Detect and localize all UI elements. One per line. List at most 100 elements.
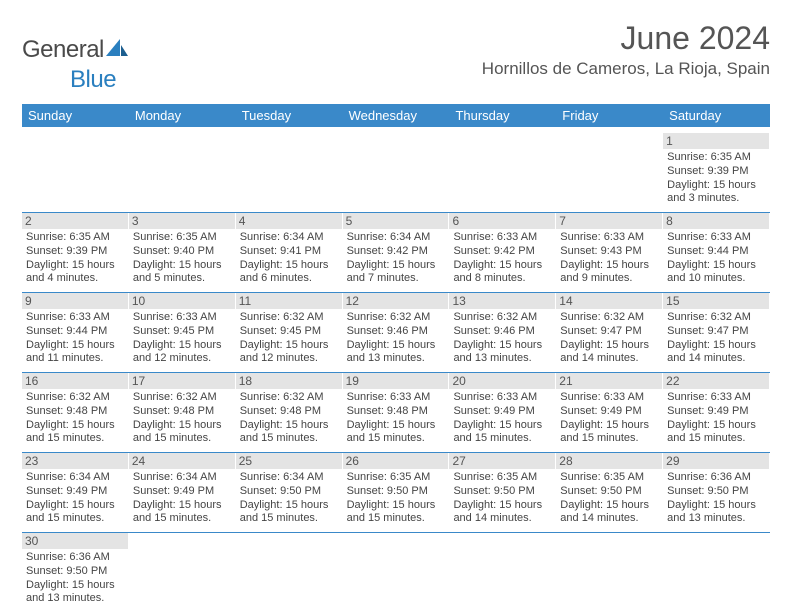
calendar-day: 20Sunrise: 6:33 AMSunset: 9:49 PMDayligh… (449, 373, 556, 452)
calendar-empty (129, 533, 236, 612)
day-details: Sunrise: 6:32 AMSunset: 9:48 PMDaylight:… (133, 391, 231, 446)
calendar-day: 21 Sunrise: 6:33 AMSunset: 9:49 PMDayligh… (556, 373, 663, 452)
day-number: 5 (343, 213, 449, 229)
title-block: June 2024 Hornillos de Cameros, La Rioja… (482, 20, 770, 79)
day-details: Sunrise: 6:33 AMSunset: 9:49 PMDaylight:… (560, 391, 658, 446)
day-number: 12 (343, 293, 449, 309)
day-details: Sunrise: 6:33 AMSunset: 9:49 PMDaylight:… (667, 391, 765, 446)
weekday-header: SundayMondayTuesdayWednesdayThursdayFrid… (22, 104, 770, 127)
calendar-empty (663, 533, 770, 612)
day-details: Sunrise: 6:33 AMSunset: 9:45 PMDaylight:… (133, 311, 231, 366)
day-details: Sunrise: 6:35 AMSunset: 9:39 PMDaylight:… (26, 231, 124, 286)
day-details: Sunrise: 6:32 AMSunset: 9:46 PMDaylight:… (453, 311, 551, 366)
day-details: Sunrise: 6:32 AMSunset: 9:48 PMDaylight:… (26, 391, 124, 446)
day-details: Sunrise: 6:32 AMSunset: 9:45 PMDaylight:… (240, 311, 338, 366)
calendar-day: 25 Sunrise: 6:34 AMSunset: 9:50 PMDayligh… (236, 453, 343, 532)
calendar-day: 2 Sunrise: 6:35 AMSunset: 9:39 PMDaylight… (22, 213, 129, 292)
calendar-day: 23Sunrise: 6:34 AMSunset: 9:49 PMDayligh… (22, 453, 129, 532)
weekday-label: Wednesday (343, 104, 450, 127)
day-details: Sunrise: 6:35 AMSunset: 9:50 PMDaylight:… (347, 471, 445, 526)
day-details: Sunrise: 6:32 AMSunset: 9:48 PMDaylight:… (240, 391, 338, 446)
day-number: 14 (556, 293, 662, 309)
calendar-day: 9 Sunrise: 6:33 AMSunset: 9:44 PMDaylight… (22, 293, 129, 372)
day-details: Sunrise: 6:34 AMSunset: 9:49 PMDaylight:… (133, 471, 231, 526)
calendar-empty (236, 533, 343, 612)
day-details: Sunrise: 6:33 AMSunset: 9:43 PMDaylight:… (560, 231, 658, 286)
day-number: 11 (236, 293, 342, 309)
weekday-label: Monday (129, 104, 236, 127)
day-details: Sunrise: 6:35 AMSunset: 9:39 PMDaylight:… (667, 151, 765, 206)
day-number: 16 (22, 373, 128, 389)
calendar-week: 9 Sunrise: 6:33 AMSunset: 9:44 PMDaylight… (22, 293, 770, 373)
day-details: Sunrise: 6:33 AMSunset: 9:49 PMDaylight:… (453, 391, 551, 446)
calendar-day: 16 Sunrise: 6:32 AMSunset: 9:48 PMDayligh… (22, 373, 129, 452)
calendar-week: 30 Sunrise: 6:36 AMSunset: 9:50 PMDayligh… (22, 533, 770, 612)
calendar-day: 14 Sunrise: 6:32 AMSunset: 9:47 PMDayligh… (556, 293, 663, 372)
calendar-week: 1 Sunrise: 6:35 AMSunset: 9:39 PMDaylight… (22, 133, 770, 213)
day-number: 23 (22, 453, 128, 469)
calendar-day: 13 Sunrise: 6:32 AMSunset: 9:46 PMDayligh… (449, 293, 556, 372)
calendar-day: 19 Sunrise: 6:33 AMSunset: 9:48 PMDayligh… (343, 373, 450, 452)
day-number: 28 (556, 453, 662, 469)
calendar-day: 11 Sunrise: 6:32 AMSunset: 9:45 PMDayligh… (236, 293, 343, 372)
day-number: 19 (343, 373, 449, 389)
day-number: 21 (556, 373, 662, 389)
calendar-empty (236, 133, 343, 212)
day-details: Sunrise: 6:35 AMSunset: 9:40 PMDaylight:… (133, 231, 231, 286)
calendar-day: 1 Sunrise: 6:35 AMSunset: 9:39 PMDaylight… (663, 133, 770, 212)
day-details: Sunrise: 6:35 AMSunset: 9:50 PMDaylight:… (560, 471, 658, 526)
day-number: 29 (663, 453, 769, 469)
day-number: 24 (129, 453, 235, 469)
day-number: 6 (449, 213, 555, 229)
day-number: 26 (343, 453, 449, 469)
day-number: 9 (22, 293, 128, 309)
calendar-day: 18Sunrise: 6:32 AMSunset: 9:48 PMDayligh… (236, 373, 343, 452)
day-details: Sunrise: 6:36 AMSunset: 9:50 PMDaylight:… (667, 471, 765, 526)
calendar-week: 16 Sunrise: 6:32 AMSunset: 9:48 PMDayligh… (22, 373, 770, 453)
day-number: 2 (22, 213, 128, 229)
brand-part1: General (22, 36, 104, 63)
calendar-day: 12 Sunrise: 6:32 AMSunset: 9:46 PMDayligh… (343, 293, 450, 372)
calendar-day: 28 Sunrise: 6:35 AMSunset: 9:50 PMDayligh… (556, 453, 663, 532)
day-details: Sunrise: 6:36 AMSunset: 9:50 PMDaylight:… (26, 551, 124, 606)
day-number: 25 (236, 453, 342, 469)
calendar-day: 6 Sunrise: 6:33 AMSunset: 9:42 PMDaylight… (449, 213, 556, 292)
calendar-day: 15Sunrise: 6:32 AMSunset: 9:47 PMDayligh… (663, 293, 770, 372)
header: GeneralBlue June 2024 Hornillos de Camer… (22, 20, 770, 94)
day-details: Sunrise: 6:34 AMSunset: 9:50 PMDaylight:… (240, 471, 338, 526)
calendar-day: 29 Sunrise: 6:36 AMSunset: 9:50 PMDayligh… (663, 453, 770, 532)
day-number: 13 (449, 293, 555, 309)
day-details: Sunrise: 6:33 AMSunset: 9:42 PMDaylight:… (453, 231, 551, 286)
calendar-day: 8Sunrise: 6:33 AMSunset: 9:44 PMDaylight… (663, 213, 770, 292)
day-number: 30 (22, 533, 128, 549)
day-details: Sunrise: 6:35 AMSunset: 9:50 PMDaylight:… (453, 471, 551, 526)
day-number: 1 (663, 133, 769, 149)
calendar-empty (449, 533, 556, 612)
brand-logo: GeneralBlue (22, 20, 128, 94)
calendar-empty (343, 133, 450, 212)
calendar-day: 17 Sunrise: 6:32 AMSunset: 9:48 PMDayligh… (129, 373, 236, 452)
brand-text: GeneralBlue (22, 36, 128, 94)
sail-icon (106, 36, 128, 64)
weekday-label: Sunday (22, 104, 129, 127)
calendar-empty (556, 533, 663, 612)
day-details: Sunrise: 6:33 AMSunset: 9:48 PMDaylight:… (347, 391, 445, 446)
day-number: 17 (129, 373, 235, 389)
calendar-day: 7Sunrise: 6:33 AMSunset: 9:43 PMDaylight… (556, 213, 663, 292)
month-title: June 2024 (482, 20, 770, 57)
weekday-label: Tuesday (236, 104, 343, 127)
calendar-day: 30 Sunrise: 6:36 AMSunset: 9:50 PMDayligh… (22, 533, 129, 612)
calendar-day: 24 Sunrise: 6:34 AMSunset: 9:49 PMDayligh… (129, 453, 236, 532)
day-number: 10 (129, 293, 235, 309)
day-details: Sunrise: 6:33 AMSunset: 9:44 PMDaylight:… (26, 311, 124, 366)
calendar-empty (449, 133, 556, 212)
day-details: Sunrise: 6:34 AMSunset: 9:41 PMDaylight:… (240, 231, 338, 286)
day-number: 3 (129, 213, 235, 229)
calendar-week: 23 Sunrise: 6:34 AMSunset: 9:49 PMDayligh… (22, 453, 770, 533)
day-number: 27 (449, 453, 555, 469)
weekday-label: Friday (556, 104, 663, 127)
day-details: Sunrise: 6:32 AMSunset: 9:47 PMDaylight:… (667, 311, 765, 366)
day-details: Sunrise: 6:32 AMSunset: 9:47 PMDaylight:… (560, 311, 658, 366)
calendar-week: 2 Sunrise: 6:35 AMSunset: 9:39 PMDaylight… (22, 213, 770, 293)
day-details: Sunrise: 6:32 AMSunset: 9:46 PMDaylight:… (347, 311, 445, 366)
